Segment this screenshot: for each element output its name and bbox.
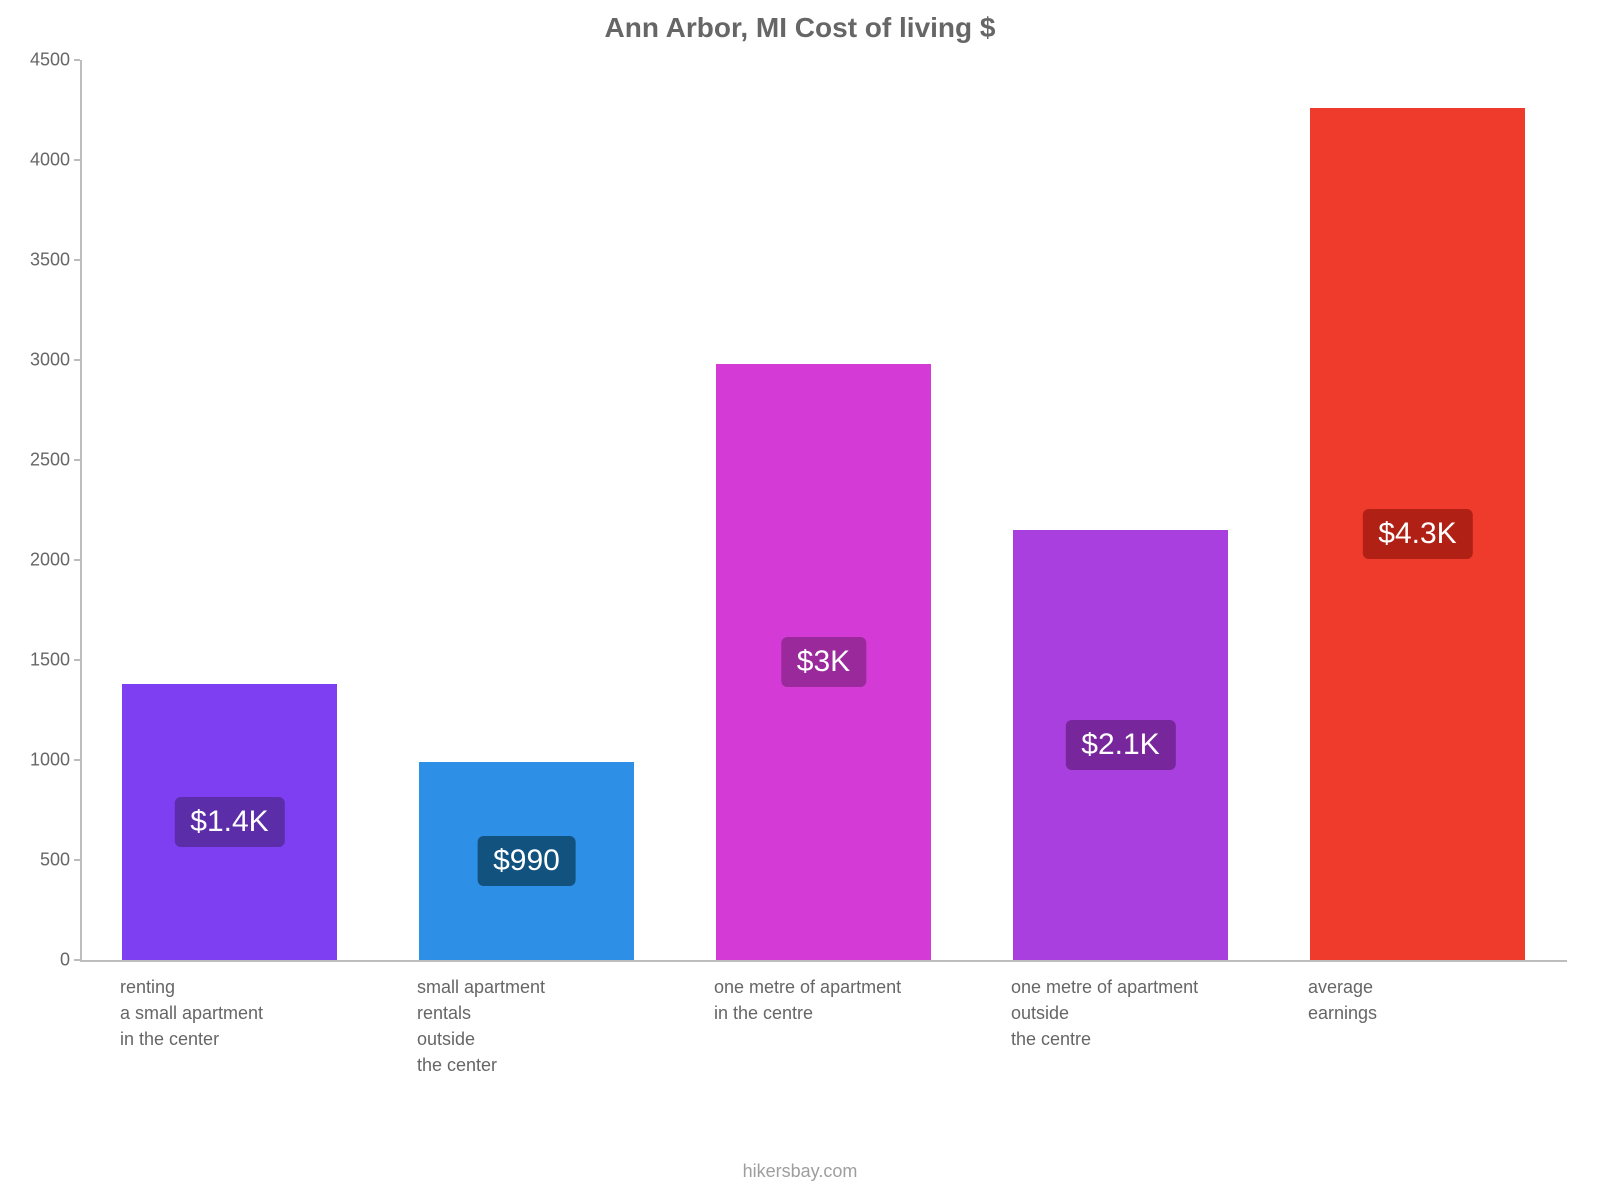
y-tick-label: 500: [10, 850, 70, 871]
x-category-label: one metre of apartment in the centre: [714, 974, 989, 1026]
y-tick-label: 1000: [10, 750, 70, 771]
bar-value-label: $2.1K: [1065, 720, 1175, 770]
bar-value-label: $990: [477, 836, 576, 886]
chart-footer: hikersbay.com: [0, 1161, 1600, 1182]
y-tick-label: 2500: [10, 450, 70, 471]
y-tick-label: 4500: [10, 50, 70, 71]
x-category-label: renting a small apartment in the center: [120, 974, 395, 1052]
chart-title: Ann Arbor, MI Cost of living $: [0, 12, 1600, 44]
x-category-label: average earnings: [1308, 974, 1583, 1026]
x-category-label: small apartment rentals outside the cent…: [417, 974, 692, 1078]
x-category-label: one metre of apartment outside the centr…: [1011, 974, 1286, 1052]
plot-area: $1.4K $990 $3K $2.1K $4.3K: [80, 60, 1567, 962]
bar-value-label: $1.4K: [174, 797, 284, 847]
bar-value-label: $3K: [781, 637, 866, 687]
y-tick-label: 3000: [10, 350, 70, 371]
y-tick-label: 4000: [10, 150, 70, 171]
y-tick-label: 2000: [10, 550, 70, 571]
cost-of-living-chart: Ann Arbor, MI Cost of living $ 0 500 1000 1…: [0, 0, 1600, 1200]
bar-value-label: $4.3K: [1362, 509, 1472, 559]
y-tick-label: 1500: [10, 650, 70, 671]
y-tick-label: 0: [10, 950, 70, 971]
y-tick-label: 3500: [10, 250, 70, 271]
